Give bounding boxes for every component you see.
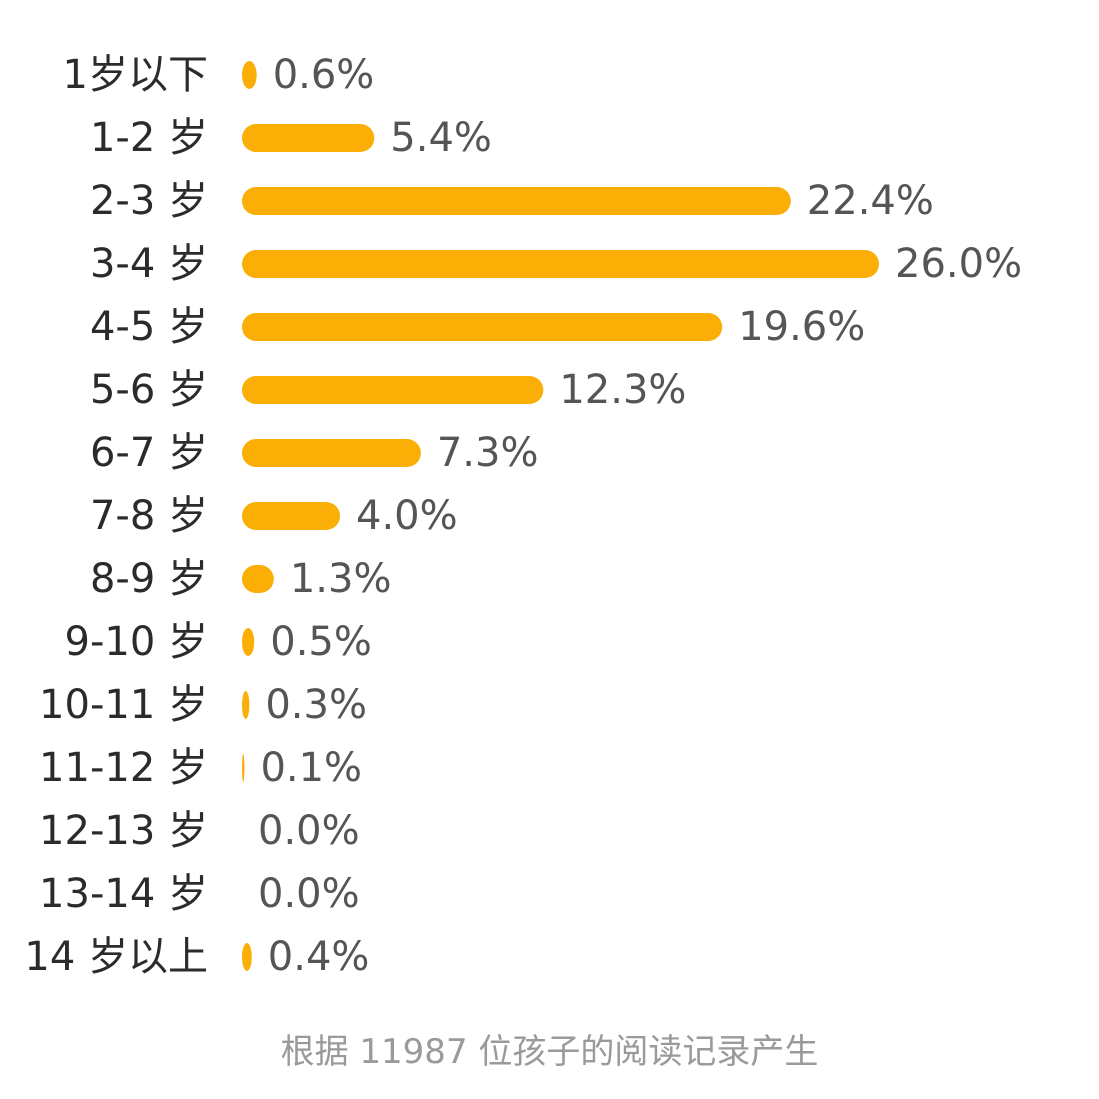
category-label: 6-7 岁 xyxy=(90,430,208,476)
bar xyxy=(242,754,245,782)
bar xyxy=(242,691,250,719)
value-label: 0.4% xyxy=(268,934,370,980)
value-label: 22.4% xyxy=(807,178,934,224)
value-label: 26.0% xyxy=(895,241,1022,287)
category-label: 4-5 岁 xyxy=(90,304,208,350)
chart-footnote: 根据 11987 位孩子的阅读记录产生 xyxy=(280,1032,819,1072)
value-label: 12.3% xyxy=(559,367,686,413)
bar xyxy=(242,565,274,593)
category-label: 11-12 岁 xyxy=(39,745,208,791)
bar xyxy=(242,124,375,152)
category-label: 1-2 岁 xyxy=(90,115,208,161)
category-label: 12-13 岁 xyxy=(39,808,208,854)
value-label: 4.0% xyxy=(356,493,458,539)
bar xyxy=(242,250,879,278)
value-label: 7.3% xyxy=(437,430,539,476)
value-label: 19.6% xyxy=(738,304,865,350)
age-distribution-chart: 1岁以下 0.6% 1-2 岁 5.4% 2-3 岁 22.4% 3-4 岁 26.0% 4-5… xyxy=(24,52,1022,980)
value-label: 0.6% xyxy=(273,52,375,98)
bars-group: 1岁以下 0.6% 1-2 岁 5.4% 2-3 岁 22.4% 3-4 岁 26.0% 4-5… xyxy=(24,52,1022,980)
category-label: 13-14 岁 xyxy=(39,871,208,917)
category-label: 9-10 岁 xyxy=(65,619,209,665)
value-label: 0.5% xyxy=(270,619,372,665)
bar xyxy=(242,376,544,404)
category-label: 1岁以下 xyxy=(63,52,208,98)
value-label: 1.3% xyxy=(290,556,392,602)
category-label: 3-4 岁 xyxy=(90,241,208,287)
bar xyxy=(242,61,257,89)
value-label: 0.0% xyxy=(258,808,360,854)
bar xyxy=(242,628,255,656)
value-label: 0.1% xyxy=(260,745,362,791)
category-label: 2-3 岁 xyxy=(90,178,208,224)
category-label: 10-11 岁 xyxy=(39,682,208,728)
category-label: 8-9 岁 xyxy=(90,556,208,602)
category-label: 7-8 岁 xyxy=(90,493,208,539)
value-label: 5.4% xyxy=(390,115,492,161)
bar xyxy=(242,943,252,971)
value-label: 0.0% xyxy=(258,871,360,917)
value-label: 0.3% xyxy=(265,682,367,728)
category-label: 14 岁以上 xyxy=(24,934,208,980)
bar xyxy=(242,502,340,530)
bar xyxy=(242,313,723,341)
bar xyxy=(242,439,421,467)
category-label: 5-6 岁 xyxy=(90,367,208,413)
bar xyxy=(242,187,791,215)
